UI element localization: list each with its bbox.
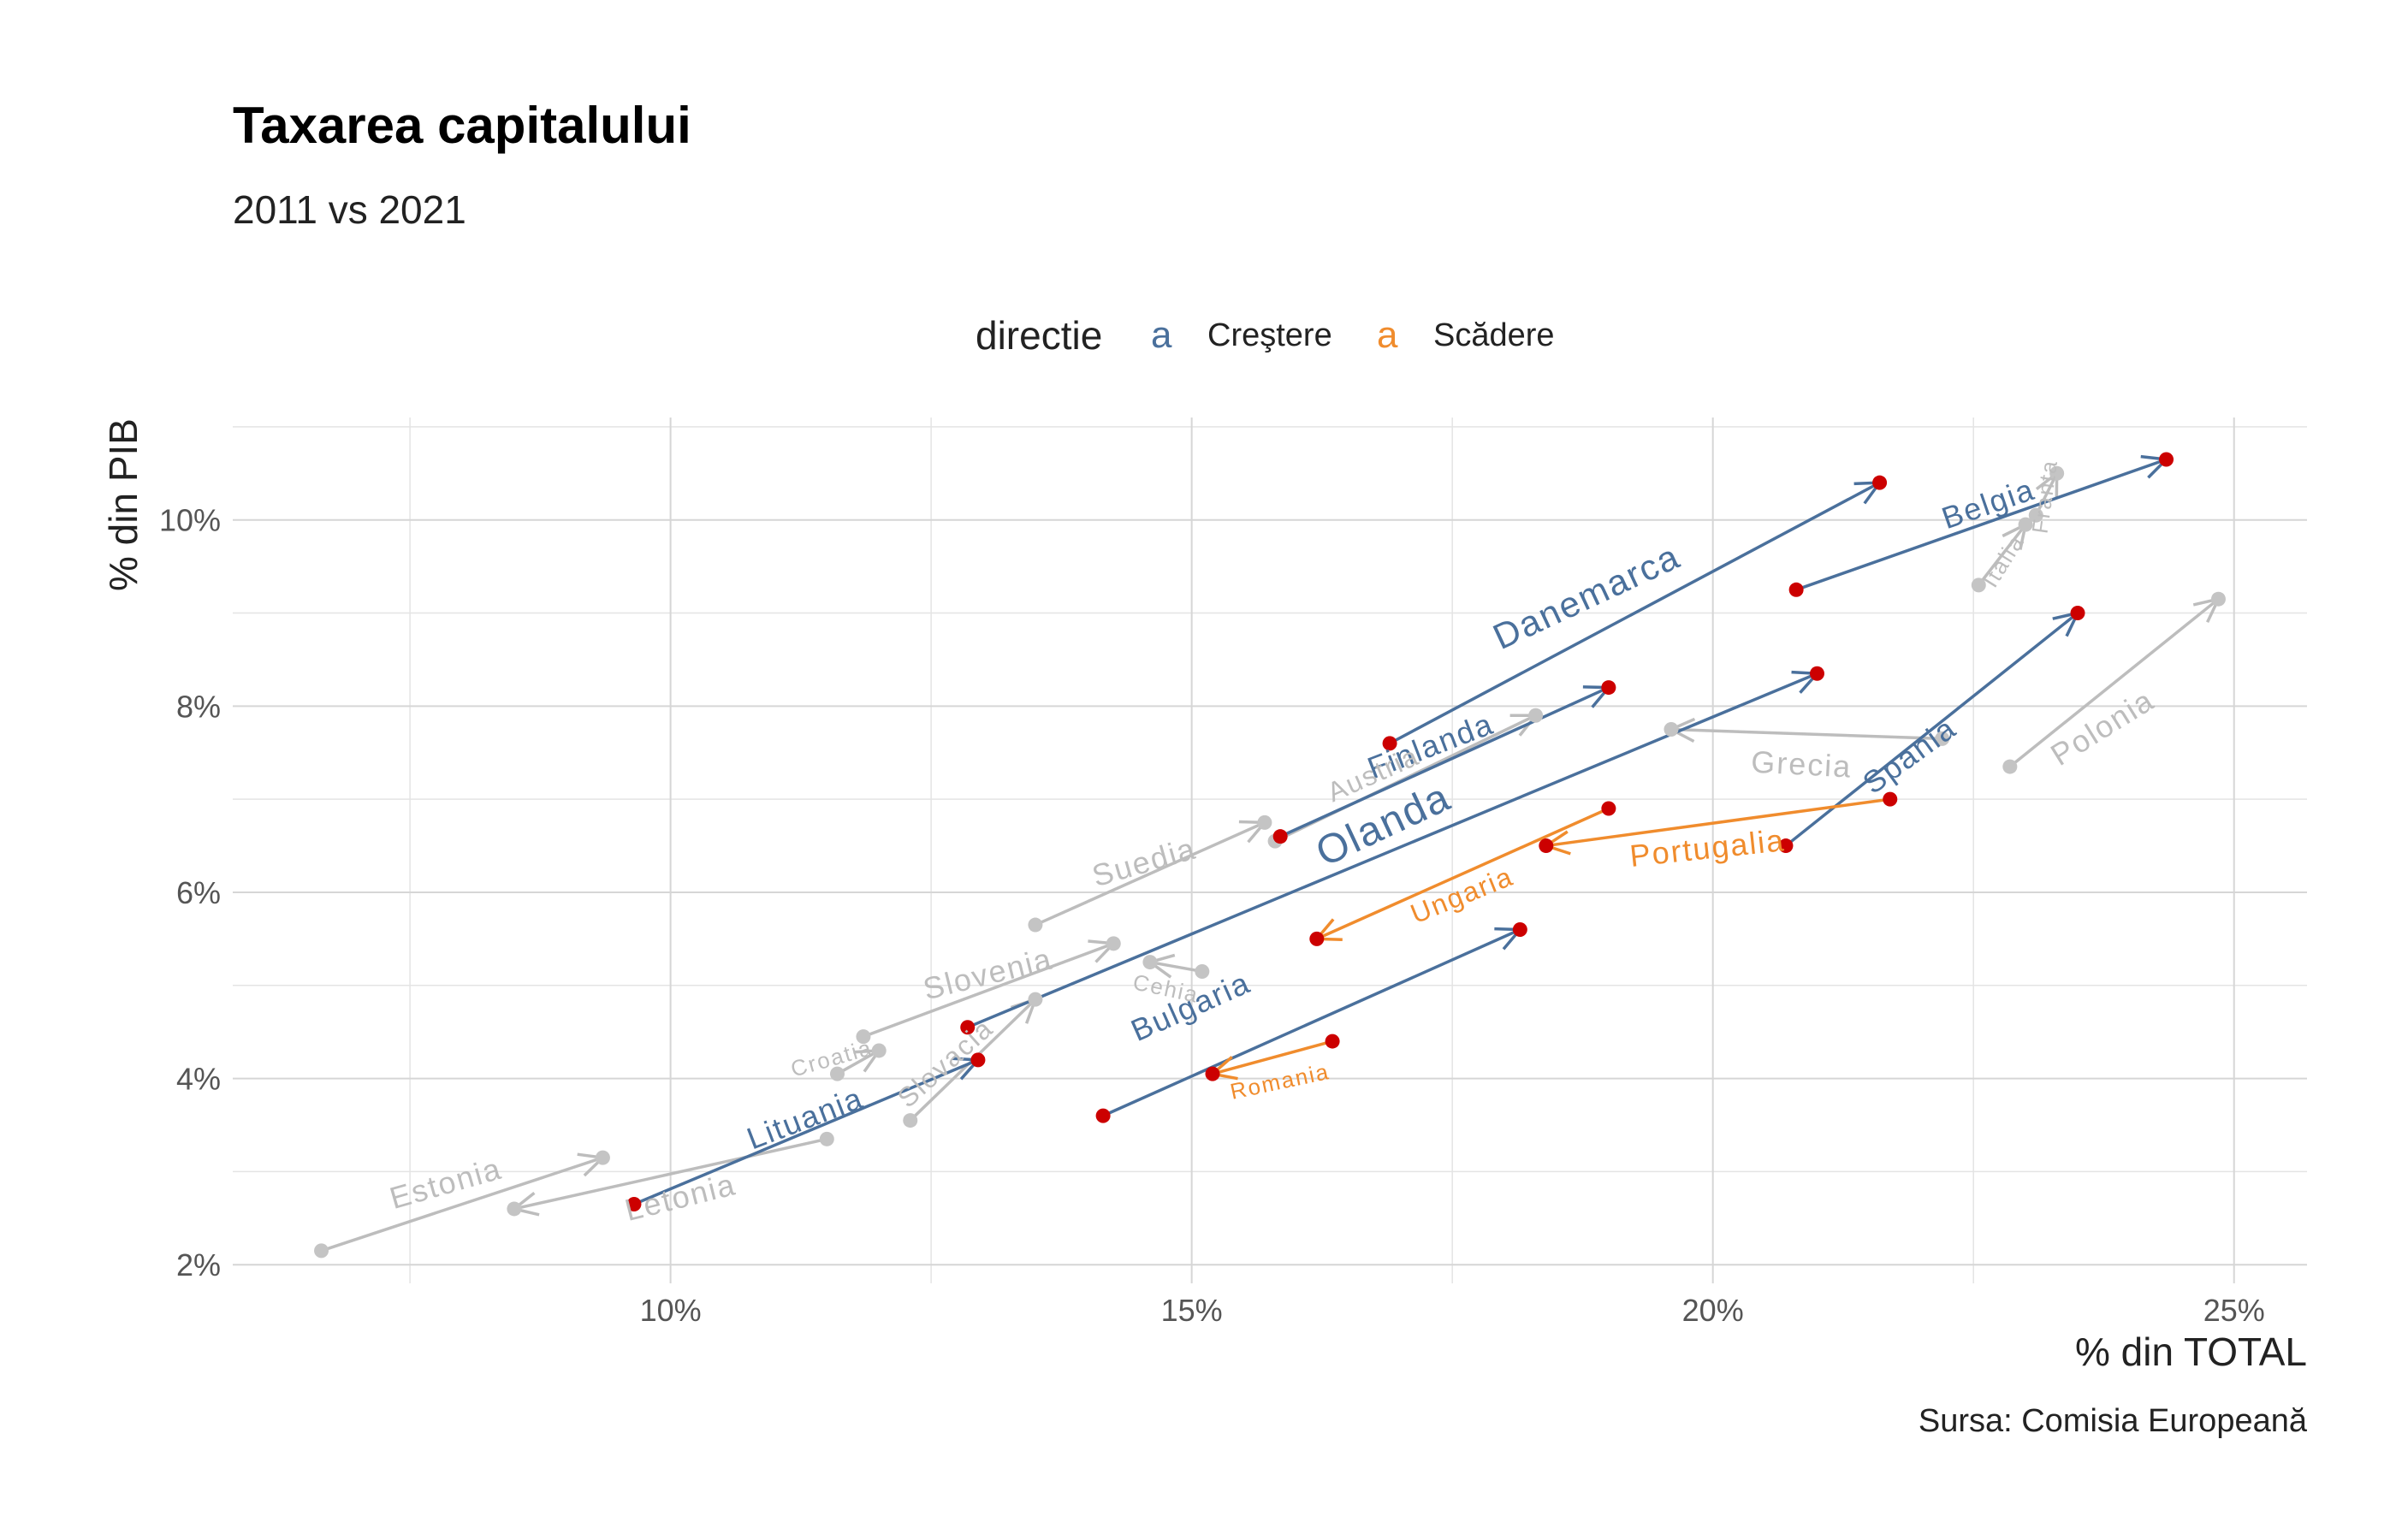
arrow-shaft bbox=[1279, 685, 1610, 838]
arrow-polonia bbox=[2008, 596, 2221, 768]
point-2011-polonia bbox=[2002, 759, 2018, 774]
point-2021-suedia bbox=[1257, 814, 1272, 830]
source-caption: Sursa: Comisia Europeană bbox=[1918, 1403, 2307, 1439]
point-2021-portugalia bbox=[1539, 838, 1554, 854]
arrow-shaft bbox=[1795, 458, 2168, 591]
point-2021-spania bbox=[2070, 606, 2085, 621]
label-franta: Franta bbox=[2026, 458, 2062, 535]
point-2011-spania bbox=[1778, 838, 1794, 854]
arrow-shaft bbox=[1977, 524, 2027, 586]
label-grecia: Grecia bbox=[1750, 744, 1853, 785]
point-2011-franta bbox=[2028, 507, 2043, 523]
point-2021-croatia bbox=[871, 1043, 887, 1058]
axes: 10% 15% 20% 25% 2% 4% 6% 8% 10% bbox=[159, 503, 2265, 1328]
point-2011-grecia bbox=[1935, 731, 1950, 746]
label-spania: Spania bbox=[1856, 710, 1963, 801]
point-2011-ungaria bbox=[1601, 801, 1616, 816]
x-tick-label: 25% bbox=[2203, 1293, 2265, 1328]
y-axis-label: % din PIB bbox=[101, 418, 145, 591]
point-2021-olanda bbox=[1809, 666, 1824, 681]
point-2021-grecia bbox=[1664, 722, 1679, 737]
point-2021-finlanda bbox=[1601, 680, 1616, 696]
label-estonia: Estonia bbox=[386, 1151, 506, 1216]
point-2011-letonia bbox=[819, 1131, 834, 1146]
legend-title: directie bbox=[976, 313, 1102, 358]
point-2011-bulgaria bbox=[1095, 1108, 1111, 1123]
point-2011-estonia bbox=[314, 1243, 329, 1259]
arrow-shaft bbox=[1149, 960, 1203, 974]
y-tick-label: 8% bbox=[176, 689, 221, 724]
point-2011-belgia bbox=[1788, 582, 1804, 597]
label-letonia: Letonia bbox=[621, 1166, 739, 1228]
point-2021-italia bbox=[2018, 517, 2033, 532]
points bbox=[314, 452, 2226, 1259]
point-2011-finlanda bbox=[1272, 829, 1288, 844]
legend-label: Creştere bbox=[1207, 317, 1332, 353]
point-2011-danemarca bbox=[1382, 736, 1397, 751]
point-2011-italia bbox=[1971, 578, 1986, 593]
arrow-shaft bbox=[1316, 807, 1610, 940]
arrows bbox=[320, 454, 2221, 1253]
arrow-shaft bbox=[863, 942, 1114, 1039]
legend-key: a bbox=[1377, 314, 1398, 356]
label-suedia: Suedia bbox=[1088, 831, 1201, 894]
point-2021-belgia bbox=[2159, 452, 2174, 467]
legend-key: a bbox=[1151, 314, 1172, 356]
point-2011-suedia bbox=[1028, 917, 1043, 933]
point-2021-slovacia bbox=[1028, 992, 1043, 1007]
y-tick-label: 10% bbox=[159, 503, 221, 538]
arrow-shaft bbox=[1670, 727, 1942, 741]
arrow-shaft bbox=[2034, 472, 2059, 517]
chart-title: Taxarea capitalului bbox=[233, 97, 691, 154]
point-2011-olanda bbox=[960, 1020, 976, 1035]
point-2021-bulgaria bbox=[1512, 921, 1527, 937]
label-italia: Italia bbox=[1977, 530, 2029, 592]
arrow-shaft bbox=[2008, 597, 2220, 768]
x-tick-label: 20% bbox=[1682, 1293, 1744, 1328]
arrow-grecia bbox=[1667, 717, 1942, 743]
label-polonia: Polonia bbox=[2044, 682, 2160, 773]
point-2011-cehia bbox=[1195, 963, 1210, 979]
point-2011-portugalia bbox=[1883, 791, 1898, 807]
point-2011-slovacia bbox=[903, 1113, 918, 1128]
point-2021-slovenia bbox=[1106, 936, 1121, 951]
arrow-shaft bbox=[836, 1049, 881, 1075]
arrow-shaft bbox=[320, 1156, 603, 1253]
point-2011-croatia bbox=[829, 1066, 845, 1081]
point-2021-ungaria bbox=[1309, 931, 1325, 946]
point-2011-romania bbox=[1325, 1034, 1340, 1049]
point-2021-lituania bbox=[970, 1052, 986, 1068]
x-tick-label: 10% bbox=[640, 1293, 702, 1328]
point-2021-austria bbox=[1528, 708, 1544, 723]
point-2011-slovenia bbox=[856, 1029, 871, 1045]
point-2021-estonia bbox=[595, 1150, 610, 1165]
point-2021-cehia bbox=[1142, 955, 1158, 970]
arrow-shaft bbox=[1389, 481, 1881, 745]
y-tick-label: 4% bbox=[176, 1062, 221, 1097]
point-2011-lituania bbox=[626, 1197, 642, 1212]
point-2021-danemarca bbox=[1872, 475, 1888, 490]
label-ungaria: Ungaria bbox=[1406, 861, 1517, 930]
x-axis-label: % din TOTAL bbox=[2075, 1330, 2307, 1374]
y-tick-label: 2% bbox=[176, 1247, 221, 1282]
y-tick-label: 6% bbox=[176, 875, 221, 910]
legend: directie a Creştere a Scădere bbox=[976, 313, 1555, 358]
arrow-shaft bbox=[1035, 820, 1266, 927]
point-2021-polonia bbox=[2210, 591, 2226, 607]
arrow-shaft bbox=[513, 1137, 827, 1211]
point-2021-franta bbox=[2049, 465, 2065, 481]
point-2021-letonia bbox=[507, 1201, 522, 1217]
legend-label: Scădere bbox=[1433, 317, 1555, 353]
arrow-shaft bbox=[1212, 1040, 1333, 1075]
arrow-shaft bbox=[1102, 927, 1521, 1117]
chart-subtitle: 2011 vs 2021 bbox=[233, 187, 466, 232]
arrow-shaft bbox=[1545, 797, 1890, 848]
arrow-shaft bbox=[633, 1058, 979, 1206]
x-tick-label: 15% bbox=[1161, 1293, 1223, 1328]
point-2021-romania bbox=[1205, 1066, 1220, 1081]
